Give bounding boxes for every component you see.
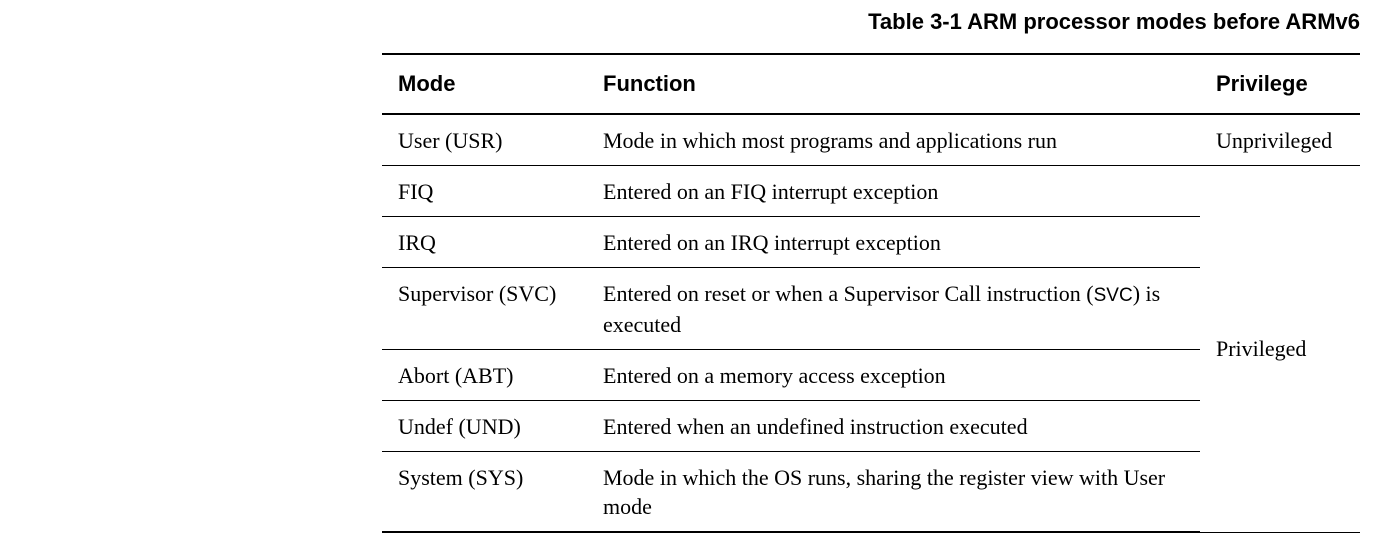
table-row: Abort (ABT) Entered on a memory access e… bbox=[382, 349, 1360, 401]
table-header-row: Mode Function Privilege bbox=[382, 53, 1360, 115]
header-mode: Mode bbox=[382, 53, 587, 115]
header-privilege: Privilege bbox=[1200, 53, 1360, 115]
function-cell: Entered on a memory access exception bbox=[587, 349, 1200, 401]
table-row: Supervisor (SVC) Entered on reset or whe… bbox=[382, 267, 1360, 350]
mode-cell: IRQ bbox=[382, 216, 587, 268]
mode-cell: Undef (UND) bbox=[382, 400, 587, 452]
function-cell: Mode in which most programs and applicat… bbox=[587, 114, 1200, 166]
mode-cell: System (SYS) bbox=[382, 451, 587, 533]
table-row: System (SYS) Mode in which the OS runs, … bbox=[382, 451, 1360, 533]
processor-modes-table: Mode Function Privilege User (USR) Mode … bbox=[382, 53, 1360, 533]
function-cell: Entered on an FIQ interrupt exception bbox=[587, 165, 1200, 217]
mode-cell: Abort (ABT) bbox=[382, 349, 587, 401]
function-cell: Mode in which the OS runs, sharing the r… bbox=[587, 451, 1200, 533]
table-row: User (USR) Mode in which most programs a… bbox=[382, 114, 1360, 166]
header-function: Function bbox=[587, 53, 1200, 115]
function-text-part: Entered on reset or when a Supervisor Ca… bbox=[603, 281, 1094, 306]
function-cell: Entered on reset or when a Supervisor Ca… bbox=[587, 267, 1200, 350]
table-row: FIQ Entered on an FIQ interrupt exceptio… bbox=[382, 165, 1360, 533]
function-cell: Entered when an undefined instruction ex… bbox=[587, 400, 1200, 452]
mode-cell: Supervisor (SVC) bbox=[382, 267, 587, 350]
privilege-cell-privileged: Privileged bbox=[1200, 165, 1360, 533]
table-caption: Table 3-1 ARM processor modes before ARM… bbox=[868, 9, 1360, 34]
table-row: Undef (UND) Entered when an undefined in… bbox=[382, 400, 1360, 452]
privilege-cell-unprivileged: Unprivileged bbox=[1200, 114, 1360, 166]
svc-instruction-code: SVC bbox=[1093, 285, 1133, 306]
function-cell: Entered on an IRQ interrupt exception bbox=[587, 216, 1200, 268]
mode-cell: User (USR) bbox=[382, 114, 587, 166]
table-row: IRQ Entered on an IRQ interrupt exceptio… bbox=[382, 216, 1360, 268]
function-text-part: ) is executed bbox=[603, 281, 1161, 337]
mode-cell: FIQ bbox=[382, 165, 587, 217]
